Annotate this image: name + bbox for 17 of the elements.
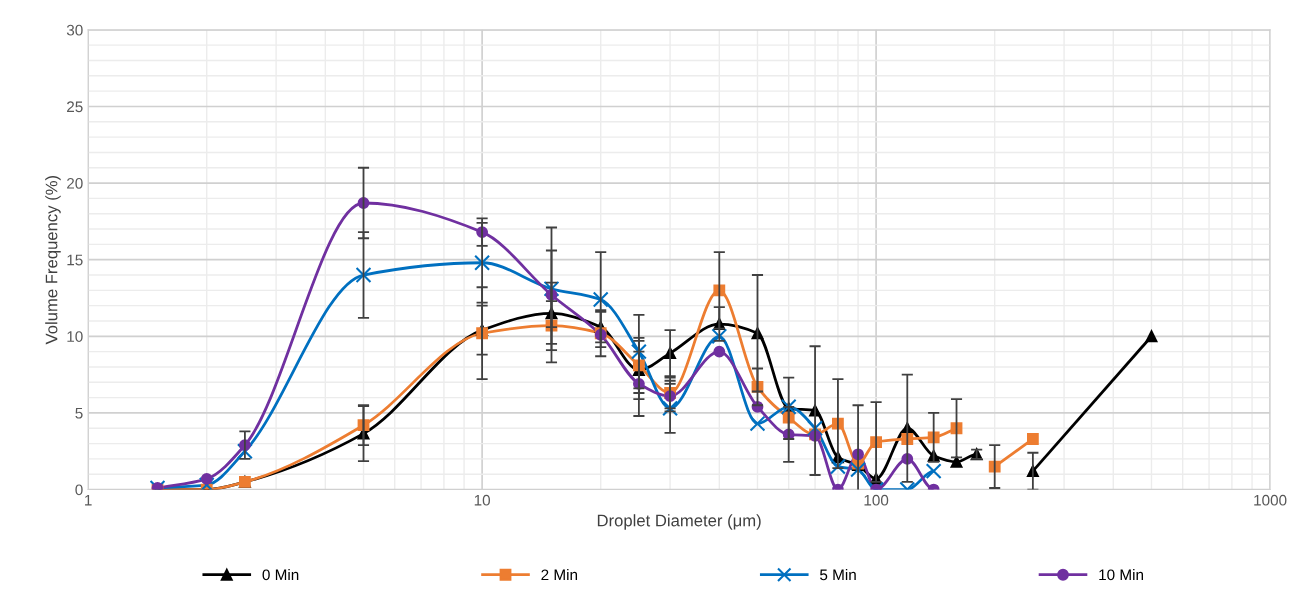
y-tick-label: 25: [67, 101, 83, 113]
y-tick-label: 30: [66, 24, 83, 36]
x-tick-label: 1000: [1254, 494, 1287, 506]
x-tick-label: 100: [864, 494, 889, 506]
x-tick-label: 10: [474, 494, 491, 506]
legend-label: 10 Min: [1099, 569, 1143, 581]
y-axis-title: Volume Frequency (%): [45, 175, 61, 345]
legend-label: 0 Min: [262, 569, 299, 581]
y-tick-label: 15: [67, 254, 83, 266]
y-tick-label: 0: [75, 484, 83, 496]
legend-label: 2 Min: [541, 569, 578, 581]
y-tick-label: 5: [75, 407, 83, 419]
y-tick-label: 10: [67, 331, 83, 342]
x-tick-label: 1: [85, 494, 92, 506]
y-tick-label: 20: [67, 177, 83, 189]
legend-label: 5 Min: [820, 569, 856, 581]
x-axis-title: Droplet Diameter (μm): [597, 514, 761, 530]
